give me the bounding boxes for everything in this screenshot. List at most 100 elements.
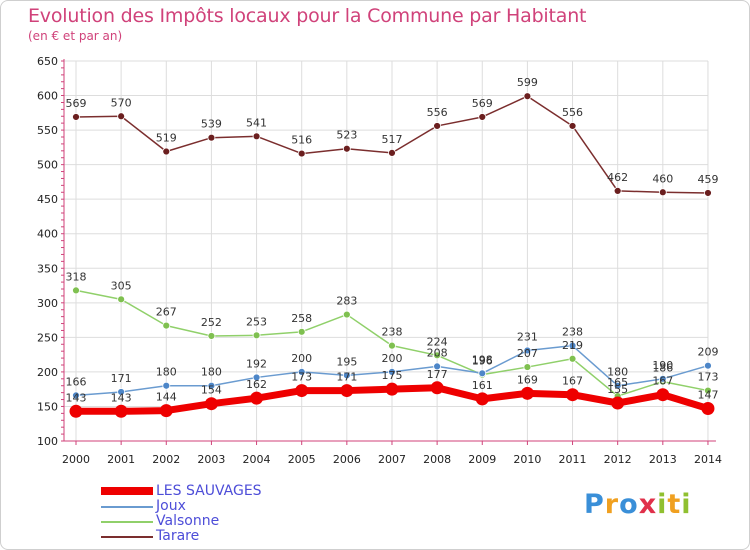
data-label-joux: 200 — [291, 352, 312, 365]
data-point-tarare — [523, 92, 532, 101]
data-point-les-sauvages — [295, 384, 309, 398]
data-label-valsonne: 238 — [381, 326, 402, 339]
y-tick-label: 500 — [37, 159, 58, 172]
x-tick-label: 2001 — [107, 453, 135, 466]
data-point-valsonne — [523, 363, 532, 371]
x-tick-label: 2008 — [423, 453, 451, 466]
data-point-valsonne — [704, 386, 712, 395]
data-label-valsonne: 173 — [697, 371, 718, 384]
data-point-joux — [72, 391, 80, 400]
x-tick-label: 2007 — [378, 453, 406, 466]
legend-label: LES SAUVAGES — [156, 483, 262, 499]
data-label-tarare: 569 — [66, 97, 87, 110]
data-point-valsonne — [162, 321, 171, 330]
y-tick-label: 250 — [37, 331, 58, 344]
data-point-les-sauvages — [611, 396, 625, 410]
data-point-les-sauvages — [159, 404, 173, 418]
data-label-tarare: 523 — [336, 129, 357, 142]
x-tick-label: 2000 — [62, 453, 90, 466]
data-label-valsonne: 252 — [201, 316, 222, 329]
data-point-joux — [207, 381, 216, 390]
proxiti-logo: Proxiti — [584, 489, 692, 520]
data-label-tarare: 556 — [562, 106, 583, 119]
data-label-tarare: 462 — [607, 171, 628, 184]
data-label-tarare: 539 — [201, 118, 222, 131]
x-tick-label: 2011 — [559, 453, 587, 466]
data-label-valsonne: 258 — [291, 312, 312, 325]
x-tick-label: 2010 — [513, 453, 541, 466]
data-label-valsonne: 305 — [111, 279, 132, 292]
data-point-les-sauvages — [566, 388, 580, 402]
data-point-joux — [252, 373, 261, 382]
data-label-les-sauvages: 143 — [66, 391, 87, 404]
data-point-joux — [613, 381, 622, 390]
data-point-valsonne — [568, 354, 577, 363]
legend-label: Tarare — [156, 528, 200, 544]
data-point-tarare — [388, 148, 396, 157]
logo-letter: i — [681, 489, 692, 520]
x-tick-label: 2009 — [468, 453, 496, 466]
legend-label: Joux — [156, 498, 186, 514]
data-point-les-sauvages — [701, 402, 715, 416]
data-point-tarare — [613, 186, 622, 195]
data-point-les-sauvages — [204, 397, 218, 411]
data-label-les-sauvages: 177 — [427, 368, 448, 381]
data-point-valsonne — [207, 332, 216, 340]
data-point-les-sauvages — [385, 382, 399, 396]
data-point-tarare — [297, 149, 306, 158]
data-point-joux — [658, 374, 667, 383]
data-point-joux — [568, 341, 577, 350]
data-label-valsonne: 318 — [66, 270, 87, 283]
y-tick-label: 600 — [37, 90, 58, 103]
data-point-les-sauvages — [114, 404, 128, 418]
data-label-valsonne: 186 — [652, 362, 673, 375]
data-point-tarare — [162, 147, 171, 156]
data-label-joux: 209 — [697, 346, 718, 359]
legend-swatch — [101, 521, 153, 523]
data-point-joux — [342, 371, 351, 380]
data-point-valsonne — [433, 351, 442, 360]
chart-subtitle: (en € et par an) — [28, 29, 123, 43]
data-label-les-sauvages: 171 — [336, 371, 357, 384]
data-label-valsonne: 283 — [336, 295, 357, 308]
data-point-joux — [162, 381, 171, 390]
data-point-tarare — [72, 113, 80, 121]
logo-letter: i — [657, 489, 668, 520]
data-point-tarare — [704, 189, 712, 197]
data-label-les-sauvages: 143 — [111, 391, 132, 404]
logo-letter: x — [638, 489, 658, 520]
x-tick-label: 2006 — [333, 453, 361, 466]
y-tick-label: 550 — [37, 124, 58, 137]
x-tick-label: 2004 — [243, 453, 271, 466]
x-tick-label: 2012 — [604, 453, 632, 466]
data-label-joux: 180 — [201, 366, 222, 379]
y-tick-label: 200 — [37, 366, 58, 379]
x-tick-label: 2003 — [197, 453, 225, 466]
data-point-valsonne — [117, 295, 126, 304]
data-label-valsonne: 165 — [607, 376, 628, 389]
data-label-les-sauvages: 175 — [381, 369, 402, 382]
data-point-tarare — [342, 144, 351, 153]
data-point-joux — [297, 368, 306, 376]
data-point-tarare — [658, 188, 667, 197]
data-label-joux: 195 — [336, 355, 357, 368]
data-label-joux: 200 — [381, 352, 402, 365]
legend-swatch — [101, 487, 153, 495]
data-point-joux — [117, 388, 126, 396]
data-point-joux — [478, 369, 487, 378]
data-label-les-sauvages: 173 — [291, 371, 312, 384]
data-label-joux: 238 — [562, 326, 583, 339]
data-point-tarare — [252, 132, 261, 141]
data-label-les-sauvages: 144 — [156, 391, 177, 404]
logo-letter: o — [619, 489, 639, 520]
data-label-les-sauvages: 167 — [652, 375, 673, 388]
data-point-valsonne — [342, 310, 351, 319]
data-point-tarare — [478, 113, 487, 121]
data-point-valsonne — [252, 331, 261, 340]
data-label-les-sauvages: 162 — [246, 378, 267, 391]
data-label-les-sauvages: 169 — [517, 373, 538, 386]
data-point-tarare — [433, 122, 442, 130]
x-tick-label: 2005 — [288, 453, 316, 466]
x-tick-label: 2002 — [152, 453, 180, 466]
y-tick-label: 300 — [37, 297, 58, 310]
